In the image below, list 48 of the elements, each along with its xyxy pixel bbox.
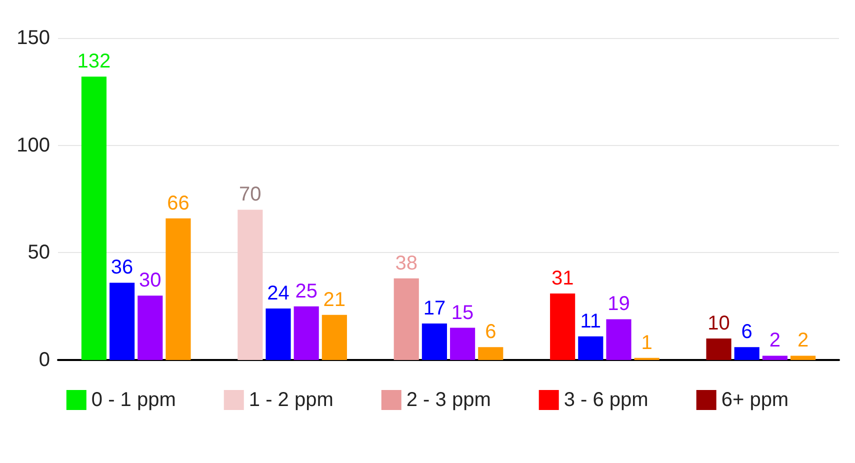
- legend-label: 2 - 3 ppm: [406, 389, 491, 411]
- data-label: 11: [580, 310, 602, 332]
- data-label: 2: [769, 330, 781, 352]
- data-label: 6: [485, 321, 496, 344]
- data-label: 36: [110, 256, 134, 279]
- data-label: 2: [797, 330, 809, 352]
- y-tick-label: 0: [38, 349, 50, 371]
- legend-label: 0 - 1 ppm: [91, 389, 176, 411]
- bar: [790, 356, 816, 360]
- legend-label: 3 - 6 ppm: [564, 389, 648, 411]
- data-label: 25: [295, 280, 318, 302]
- bar: [266, 308, 291, 360]
- legend-label: 6+ ppm: [721, 389, 789, 411]
- bar: [138, 296, 163, 360]
- y-tick-label: 150: [16, 27, 50, 49]
- data-label: 70: [239, 184, 262, 206]
- data-label: 38: [395, 252, 418, 274]
- data-label: 15: [451, 302, 474, 324]
- bar: [550, 293, 576, 360]
- legend-label: 1 - 2 ppm: [248, 389, 334, 411]
- data-label: 21: [323, 288, 346, 311]
- bar: [322, 314, 347, 360]
- y-tick-label: 100: [16, 134, 50, 156]
- bar: [606, 319, 632, 360]
- bar: [394, 278, 419, 360]
- bar: [706, 338, 732, 360]
- data-label: 19: [608, 293, 630, 316]
- bar: [478, 347, 504, 360]
- data-label: 24: [267, 282, 290, 304]
- bar: [578, 336, 604, 360]
- data-label: 66: [167, 192, 190, 214]
- bar: [294, 306, 319, 360]
- data-label: 132: [77, 50, 111, 73]
- bar: [734, 347, 760, 360]
- y-tick-label: 50: [28, 242, 50, 264]
- data-label: 31: [551, 267, 574, 290]
- bar: [81, 76, 107, 360]
- data-label: 6: [741, 321, 752, 344]
- data-label: 17: [423, 298, 446, 320]
- bar: [422, 324, 447, 360]
- data-label: 1: [641, 332, 652, 354]
- bar: [110, 282, 135, 360]
- bar: [762, 356, 788, 360]
- bar: [166, 218, 191, 360]
- data-label: 10: [708, 312, 730, 335]
- bar: [450, 328, 476, 360]
- data-label: 30: [139, 270, 162, 292]
- bar: [238, 210, 263, 360]
